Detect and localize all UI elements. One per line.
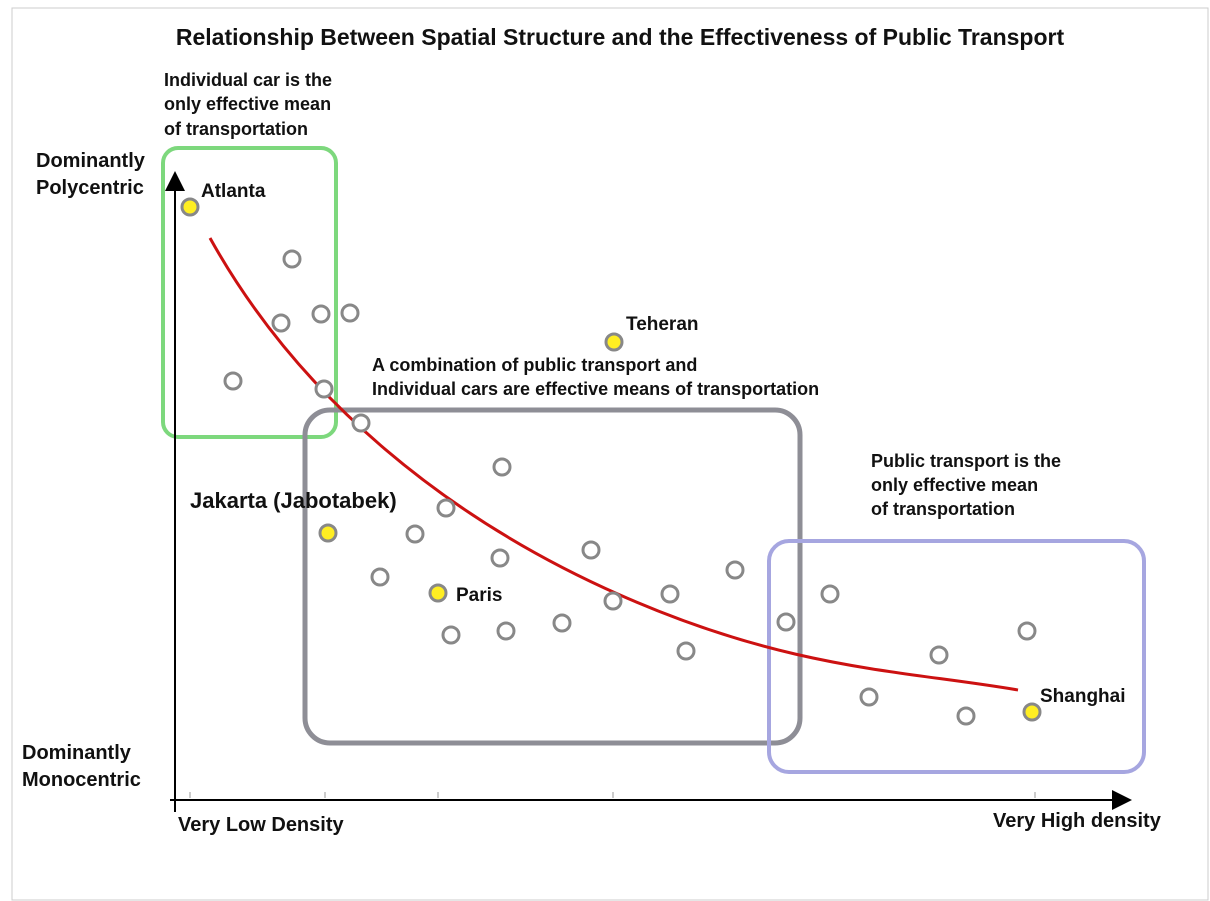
city-label: Jakarta (Jabotabek) <box>190 488 397 513</box>
title: Relationship Between Spatial Structure a… <box>176 24 1065 50</box>
annotation: of transportation <box>871 499 1015 519</box>
city-label: Paris <box>456 585 502 606</box>
x-axis-label: Very High density <box>993 810 1162 832</box>
annotation: of transportation <box>164 119 308 139</box>
annotation: Individual cars are effective means of t… <box>372 379 819 399</box>
ticks <box>189 792 1036 798</box>
annotation: only effective mean <box>164 94 331 114</box>
data-points <box>180 197 1042 726</box>
annotation: Public transport is the <box>871 451 1061 471</box>
zone-mixed <box>302 407 803 746</box>
y-axis-label: Dominantly <box>36 150 146 172</box>
y-axis-label: Polycentric <box>36 177 144 199</box>
zone-car <box>161 146 338 439</box>
zone-transit <box>767 539 1146 774</box>
city-label: Shanghai <box>1040 686 1126 707</box>
trend-curve <box>208 237 1019 692</box>
y-axis-label: Monocentric <box>22 769 141 791</box>
annotation: Individual car is the <box>164 70 332 90</box>
annotation: only effective mean <box>871 475 1038 495</box>
y-axis-label: Dominantly <box>22 742 132 764</box>
city-label: Atlanta <box>201 181 266 202</box>
x-axis-label: Very Low Density <box>178 814 344 836</box>
annotation: A combination of public transport and <box>372 355 697 375</box>
city-label: Teheran <box>626 314 699 335</box>
frame <box>11 7 1209 901</box>
